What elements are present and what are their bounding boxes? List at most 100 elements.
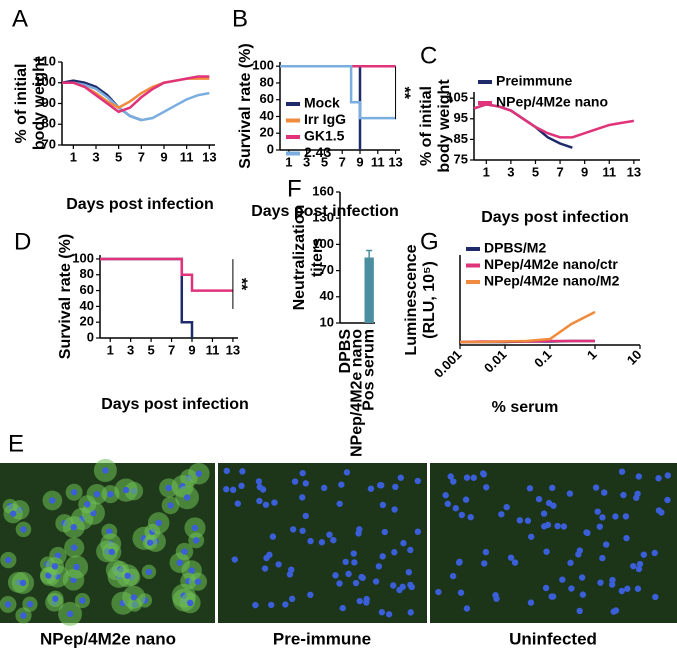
nucleus xyxy=(407,581,414,589)
nucleus xyxy=(620,491,627,499)
nucleus xyxy=(493,595,500,602)
nucleus xyxy=(391,506,398,513)
nucleus xyxy=(299,527,306,534)
nucleus xyxy=(550,502,557,509)
nucleus xyxy=(535,495,543,503)
y-axis-label: Neutralization xyxy=(291,205,308,311)
nucleus xyxy=(229,486,237,494)
legend-label: Mock xyxy=(304,95,340,111)
nucleus xyxy=(269,533,277,540)
nucleus xyxy=(511,559,519,566)
nucleus xyxy=(255,478,263,485)
nucleus xyxy=(356,597,363,605)
nucleus xyxy=(481,560,488,567)
panel-letter: D xyxy=(14,228,31,255)
nucleus xyxy=(195,470,203,477)
nucleus xyxy=(194,578,202,585)
nucleus xyxy=(447,473,454,480)
nucleus xyxy=(342,558,349,566)
nucleus xyxy=(375,563,383,570)
x-tick-label: 1 xyxy=(584,347,600,363)
x-tick-label: 13 xyxy=(202,149,216,164)
nucleus xyxy=(70,544,78,551)
y-axis-label: % of initial xyxy=(418,86,435,166)
y-tick-label: 100 xyxy=(34,74,56,89)
nucleus xyxy=(397,474,404,481)
y-tick-label: 160 xyxy=(312,183,334,198)
y-tick-label: 40 xyxy=(260,108,274,123)
x-tick-label: 5 xyxy=(147,342,154,357)
nucleus xyxy=(108,548,116,556)
nucleus xyxy=(462,496,470,503)
nucleus xyxy=(548,593,555,600)
nucleus xyxy=(578,574,586,581)
nucleus xyxy=(239,468,246,475)
nucleus xyxy=(391,549,398,556)
x-tick-label: 13 xyxy=(388,154,402,169)
nucleus xyxy=(652,593,659,601)
nucleus xyxy=(618,587,626,595)
nucleus xyxy=(256,483,264,491)
y-axis-label: Luminescence xyxy=(403,244,420,355)
nucleus xyxy=(93,491,101,498)
nucleus xyxy=(482,548,490,556)
nucleus xyxy=(345,570,352,578)
nucleus xyxy=(291,478,299,485)
nucleus xyxy=(601,489,608,496)
nucleus xyxy=(630,562,637,570)
nucleus xyxy=(130,594,138,601)
x-tick-label: 7 xyxy=(138,149,145,164)
series-line xyxy=(100,257,233,292)
nucleus xyxy=(559,576,566,583)
nucleus xyxy=(49,497,56,504)
nucleus xyxy=(610,608,617,615)
nucleus xyxy=(458,511,466,519)
nucleus xyxy=(20,612,27,619)
nucleus xyxy=(9,510,17,517)
nucleus xyxy=(378,609,386,616)
nucleus xyxy=(167,502,174,509)
nucleus xyxy=(596,523,603,530)
nucleus xyxy=(379,501,387,509)
nucleus xyxy=(326,531,333,538)
nucleus xyxy=(592,484,600,491)
x-tick-label: 1 xyxy=(483,164,490,179)
legend-label: 2.43 xyxy=(304,144,331,160)
nucleus xyxy=(107,490,114,498)
nucleus xyxy=(455,559,463,566)
x-tick-label: 3 xyxy=(303,154,310,169)
y-tick-label: 130 xyxy=(312,210,334,225)
nucleus xyxy=(378,482,385,489)
caption: Uninfected xyxy=(509,629,597,648)
nucleus xyxy=(664,496,671,504)
nucleus xyxy=(640,551,648,558)
nucleus xyxy=(470,474,477,481)
nucleus xyxy=(223,467,231,475)
y-tick-label: 80 xyxy=(42,116,56,131)
y-axis-label: (RLU, 10⁵) xyxy=(421,261,438,339)
nucleus xyxy=(186,599,194,607)
x-tick-label: 11 xyxy=(180,149,194,164)
nucleus xyxy=(567,559,574,567)
y-tick-label: 0 xyxy=(87,329,94,344)
nucleus xyxy=(483,484,490,491)
x-tick-label: 11 xyxy=(371,154,385,169)
nucleus xyxy=(543,548,550,555)
nucleus xyxy=(332,572,339,579)
nucleus xyxy=(385,611,393,618)
nucleus xyxy=(576,607,583,615)
legend-label: Irr IgG xyxy=(304,111,346,127)
nucleus xyxy=(405,568,413,576)
y-tick-label: 70 xyxy=(42,136,56,151)
nucleus xyxy=(73,563,80,571)
nucleus xyxy=(624,585,631,592)
nucleus xyxy=(527,599,535,606)
nucleus xyxy=(634,490,641,497)
y-tick-label: 100 xyxy=(72,250,94,265)
nucleus xyxy=(635,473,643,480)
series-line xyxy=(62,75,210,114)
legend-label: NPep/4M2e nano/M2 xyxy=(484,273,620,289)
nucleus xyxy=(155,519,162,527)
nucleus xyxy=(414,477,422,485)
nucleus xyxy=(299,494,306,501)
